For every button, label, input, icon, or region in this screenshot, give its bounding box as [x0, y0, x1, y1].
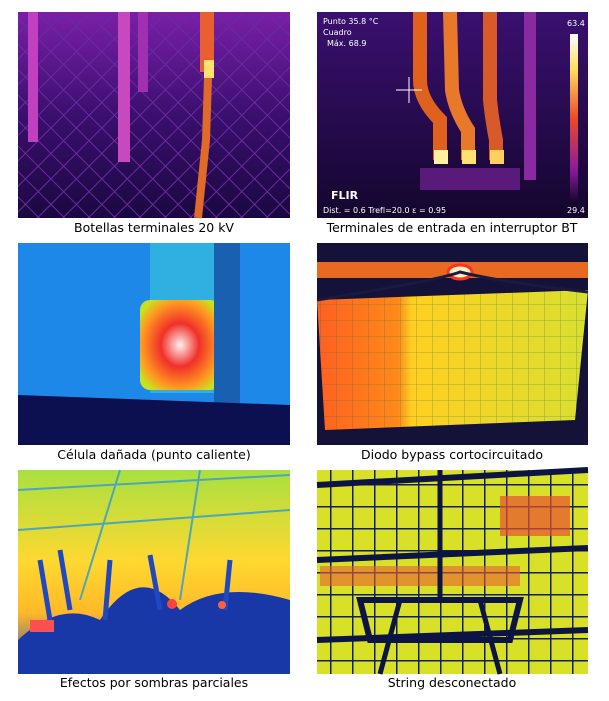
- cable: [316, 270, 589, 302]
- insulator: [118, 12, 130, 162]
- caption: String desconectado: [388, 675, 517, 690]
- hot-row: [320, 566, 520, 586]
- hot-spot: [167, 599, 177, 609]
- thermal-image: [18, 243, 290, 445]
- terminal: [462, 150, 476, 164]
- color-scale: [570, 34, 578, 204]
- thermal-image: [18, 12, 290, 219]
- box-label: Cuadro: [323, 28, 352, 37]
- frame: [214, 243, 240, 403]
- caption: Diodo bypass cortocircuitado: [361, 447, 543, 462]
- max-label: Máx.: [327, 39, 346, 48]
- cable: [194, 77, 212, 219]
- insulator: [28, 12, 38, 142]
- hot-spot: [204, 60, 214, 78]
- thermal-image: Punto 35.8 °C Cuadro Máx. 68.9 63.4 29.4…: [317, 11, 588, 218]
- fence: [18, 12, 290, 218]
- thermal-image: [316, 467, 589, 675]
- support: [316, 467, 589, 643]
- cable: [413, 12, 447, 160]
- structure: [377, 470, 503, 675]
- structure: [356, 597, 524, 643]
- hot-spot: [218, 601, 226, 609]
- overlay-text: Punto 35.8 °C: [323, 17, 379, 26]
- module-frame: [17, 469, 291, 601]
- caption: Efectos por sombras parciales: [60, 675, 248, 690]
- cable: [483, 12, 503, 160]
- unit: °C: [369, 17, 379, 26]
- cell-grid: [317, 290, 588, 430]
- point-value: 35.8: [348, 17, 366, 26]
- crosshair: [396, 77, 422, 103]
- breaker: [420, 168, 520, 190]
- insulator: [138, 12, 148, 92]
- point-label: Punto: [323, 17, 346, 26]
- scale-min: 29.4: [567, 206, 585, 215]
- thermal-image: [17, 469, 291, 674]
- hot-spot: [140, 300, 220, 390]
- cable: [443, 11, 475, 160]
- hot-spot: [30, 620, 54, 632]
- hot-row: [500, 496, 570, 536]
- terminal: [434, 150, 448, 164]
- thermal-image: [316, 243, 589, 445]
- caption: Botellas terminales 20 kV: [74, 220, 234, 235]
- plants: [37, 549, 233, 621]
- hot-terminal: [200, 12, 214, 72]
- scale-max: 63.4: [567, 19, 585, 28]
- brand: FLIR: [331, 189, 359, 202]
- footer: Dist. = 0.6 Trefl=20.0 ε = 0.95: [323, 206, 446, 215]
- caption: Célula dañada (punto caliente): [57, 447, 250, 462]
- max-value: 68.9: [349, 39, 367, 48]
- shadow: [18, 395, 290, 445]
- overlay-text: Máx. 68.9: [327, 39, 366, 48]
- terminal: [490, 150, 504, 164]
- caption: Terminales de entrada en interruptor BT: [326, 220, 578, 235]
